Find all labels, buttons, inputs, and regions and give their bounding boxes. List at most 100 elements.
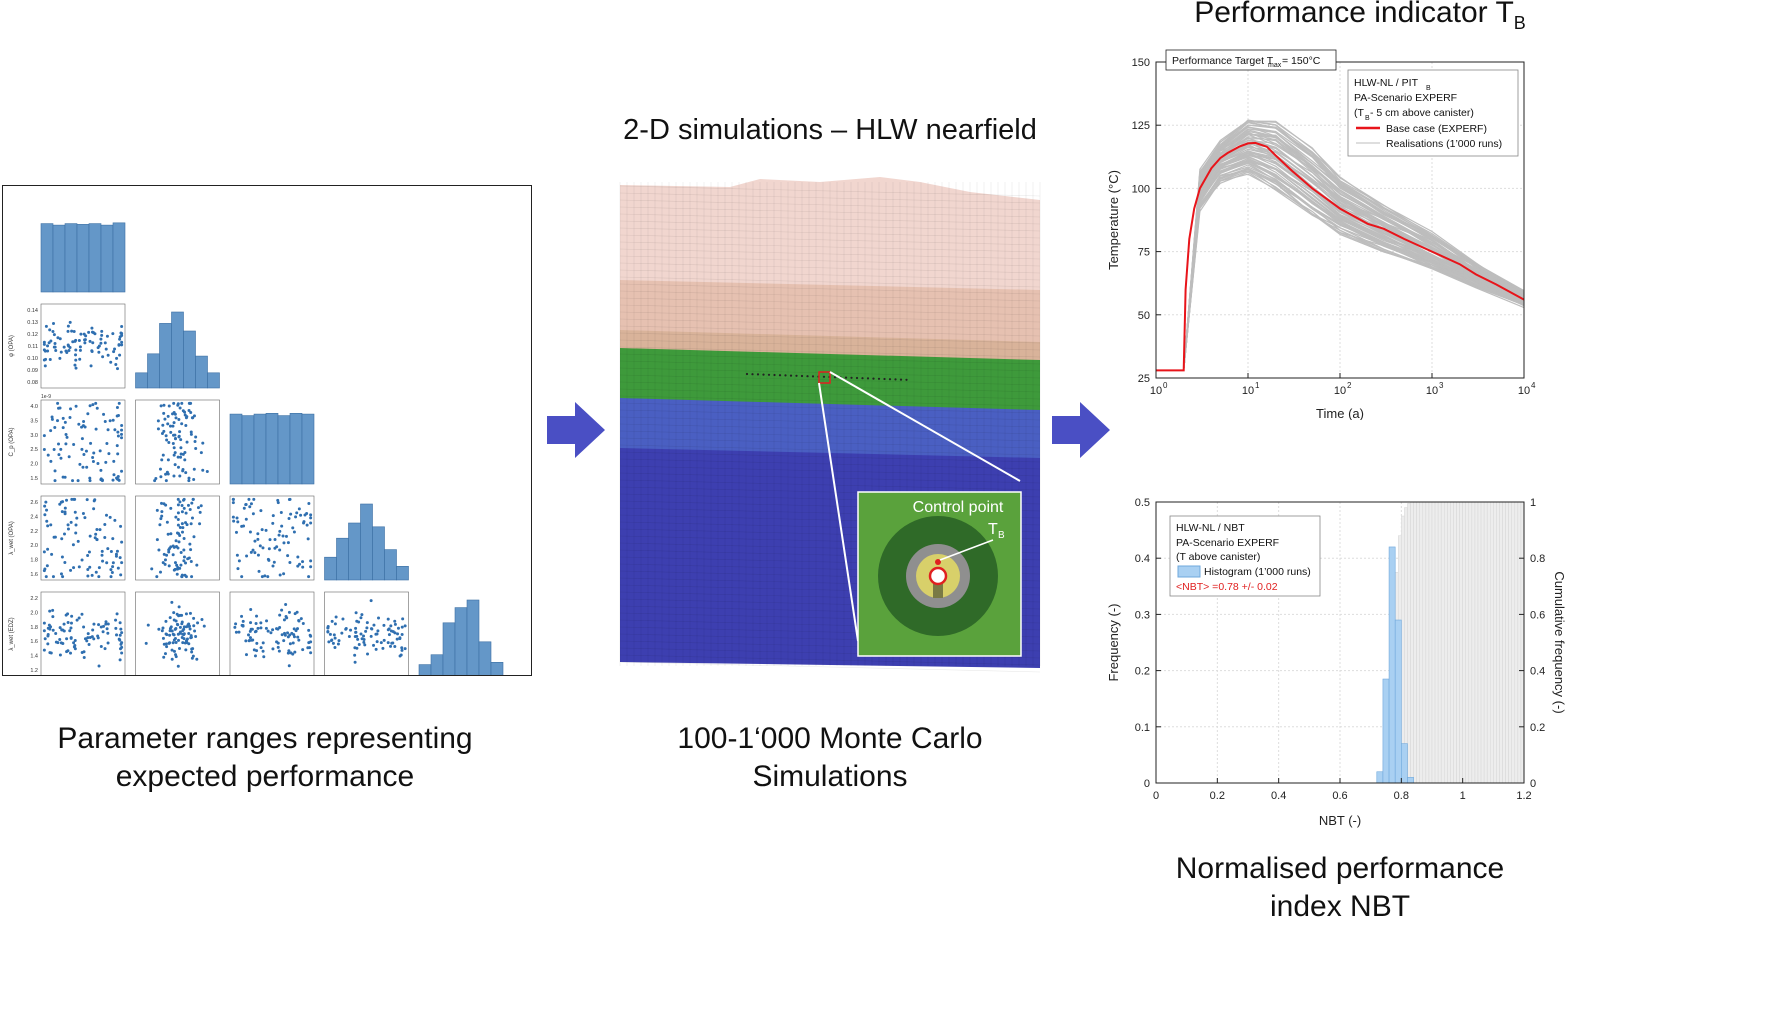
scatter-point (90, 330, 94, 334)
scatter-point (172, 474, 176, 478)
scatter-point (174, 641, 178, 645)
legend-box (1347, 69, 1519, 157)
y-tick-label: 100 (1132, 183, 1150, 195)
scatter-point (183, 458, 187, 462)
histogram-bar (1394, 619, 1402, 784)
scatter-point (163, 417, 167, 421)
scatter-point (113, 428, 117, 432)
tunnel-marker (806, 375, 809, 378)
scatter-point (91, 341, 95, 345)
scatter-point (168, 616, 172, 620)
tunnel-marker (844, 376, 848, 379)
scatter-point (276, 498, 280, 502)
scatter-point (401, 617, 405, 621)
scatter-point (278, 573, 282, 577)
scatter-point (161, 453, 165, 457)
arrow-2-icon (1052, 402, 1110, 458)
scatter-point (49, 339, 53, 343)
scatter-point (283, 633, 287, 637)
scatter-point (88, 476, 92, 480)
scatter-point (331, 641, 335, 645)
x-tick-label: 1.2 (1516, 790, 1531, 802)
scatter-point (366, 652, 370, 656)
scatter-point (116, 566, 120, 570)
inset-label-sub: B (998, 530, 1005, 541)
scatter-point (84, 449, 88, 453)
scatter-point (70, 614, 74, 618)
hist-bar (64, 223, 78, 293)
scatter-point (111, 565, 115, 569)
x-tick-exponent: 2 (1347, 381, 1352, 390)
scatter-point (58, 406, 62, 410)
scatter-point (245, 554, 249, 558)
scatter-point (174, 515, 178, 519)
x-tick-label: 0.8 (1394, 790, 1409, 802)
scatter-point (295, 627, 299, 631)
scatter-point (189, 548, 193, 552)
scatter-point (178, 625, 182, 629)
scatter-point (68, 629, 72, 633)
cumulative-bar (1444, 501, 1448, 784)
scatter-point (297, 507, 301, 511)
scatter-point (97, 350, 101, 354)
scatter-point (202, 624, 206, 628)
scatter-point (119, 432, 123, 436)
scatter-point (194, 634, 198, 638)
scatter-point (169, 430, 173, 434)
mesh-grid-line (619, 311, 1041, 323)
scatter-point (393, 622, 397, 626)
scatter-point (290, 631, 294, 635)
scatter-point (62, 622, 66, 626)
scatter-point (74, 366, 78, 370)
cumulative-bar (1474, 501, 1479, 784)
scatter-point (176, 497, 180, 501)
scatter-point (174, 416, 178, 420)
y-tick-label: 1.4 (30, 654, 38, 660)
scatter-point (170, 648, 174, 652)
scatter-point (42, 448, 46, 452)
scatter-point (187, 632, 191, 636)
scatter-point (287, 649, 291, 653)
mesh-grid-line (619, 248, 1041, 260)
scatter-point (280, 524, 284, 528)
scatter-point (88, 479, 92, 483)
scatter-point (275, 545, 279, 549)
scatter-point (364, 629, 368, 633)
tunnel-marker (894, 378, 897, 381)
mesh-grid-line (619, 416, 1041, 428)
tunnel-marker (866, 377, 870, 380)
scatter-point (119, 627, 123, 631)
y-axis-label: φ (OPA) (9, 335, 15, 357)
scatter-point (53, 479, 57, 483)
scatter-point (261, 641, 265, 645)
scatter-point (59, 350, 63, 354)
scatter-point (266, 629, 270, 633)
scatter-point (287, 664, 291, 668)
cumulative-bar (1453, 501, 1457, 784)
scatter-point (94, 427, 98, 431)
hist-bar (277, 415, 291, 485)
scatter-point (115, 405, 119, 409)
scatter-point (271, 647, 275, 651)
scatter-point (180, 510, 184, 514)
scatter-point (257, 569, 261, 573)
scatter-point (82, 650, 86, 654)
scatter-point (53, 535, 57, 539)
scatter-point (266, 557, 270, 561)
scatter-point (57, 442, 61, 446)
cumulative-bar (1468, 501, 1473, 784)
cumulative-bar (1490, 501, 1494, 784)
scatter-point (256, 537, 260, 541)
scatter-point (260, 528, 264, 532)
scatter-point (185, 640, 189, 644)
scatter-point (160, 510, 164, 514)
tunnel-marker (745, 372, 749, 376)
y-tick-label: 1.2 (30, 668, 38, 674)
scatter-point (88, 339, 92, 343)
hist-bar (100, 224, 114, 293)
scatter-point (235, 516, 239, 520)
scatter-cell (229, 495, 315, 581)
scatter-point (180, 401, 184, 405)
scatter-point (97, 664, 101, 668)
tunnel-marker (883, 377, 886, 381)
